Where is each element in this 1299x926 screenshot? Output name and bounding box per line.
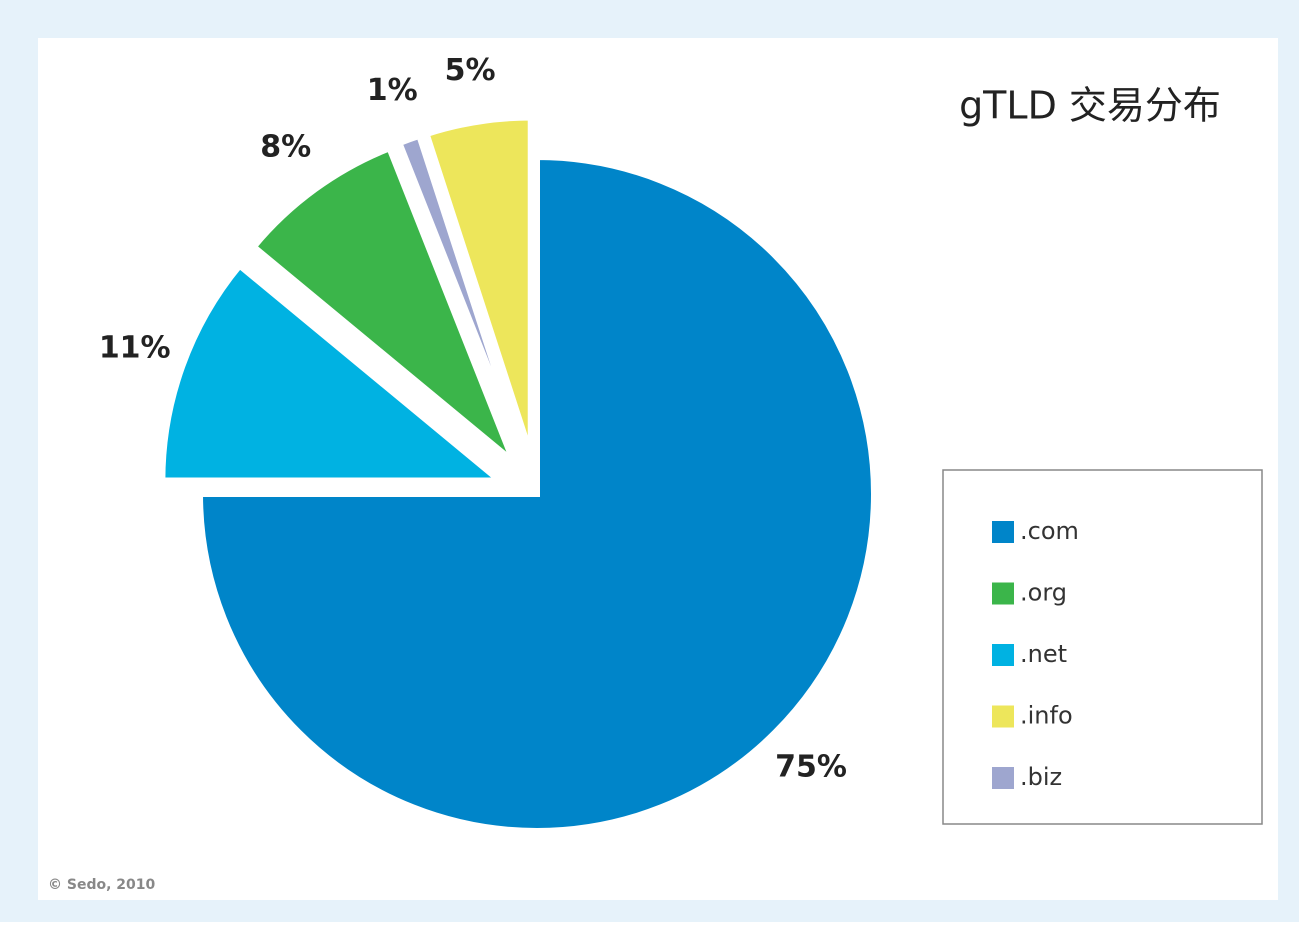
- data-label: 11%: [99, 331, 171, 366]
- legend-swatch: [992, 644, 1014, 666]
- data-label: 5%: [445, 53, 496, 88]
- legend-swatch: [992, 521, 1014, 543]
- legend-label: .biz: [1020, 763, 1062, 791]
- pie-slice: [249, 144, 517, 464]
- chart-title: gTLD 交易分布: [959, 84, 1221, 128]
- legend-swatch: [992, 767, 1014, 789]
- legend-box: [942, 469, 1263, 825]
- legend-label: .org: [1020, 579, 1067, 607]
- legend-label: .com: [1020, 517, 1079, 545]
- legend-swatch: [992, 705, 1014, 728]
- pie-slice: [422, 114, 534, 456]
- data-label: 1%: [367, 73, 418, 108]
- legend-swatch: [992, 582, 1014, 605]
- legend-label: .net: [1020, 640, 1067, 668]
- pie-slice: [159, 261, 508, 484]
- source: © Sedo, 2010: [48, 877, 156, 893]
- pie-slice: [395, 132, 527, 458]
- legend-label: .info: [1020, 702, 1073, 730]
- data-label: 75%: [775, 750, 847, 785]
- data-label: 8%: [260, 130, 311, 165]
- pie-slice: [196, 153, 877, 834]
